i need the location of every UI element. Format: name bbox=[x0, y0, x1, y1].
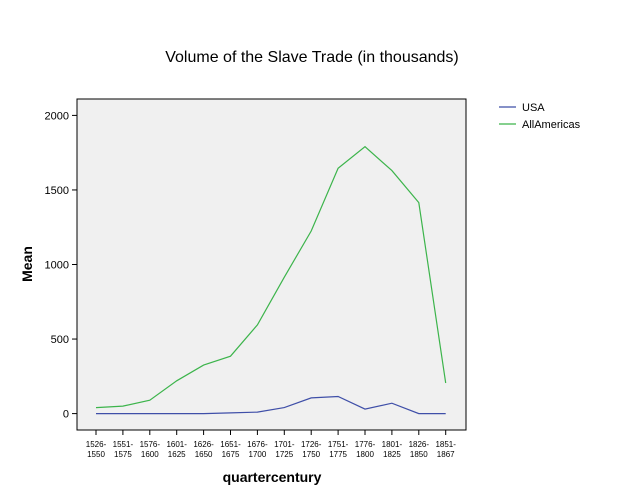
x-tick-label: 1751-1775 bbox=[328, 440, 349, 459]
y-tick-label: 2000 bbox=[45, 110, 69, 122]
legend: USA AllAmericas bbox=[499, 102, 581, 131]
x-tick-label: 1651-1675 bbox=[220, 440, 241, 459]
y-axis: 0 500 1000 1500 2000 bbox=[45, 110, 77, 421]
y-axis-label: Mean bbox=[19, 246, 35, 282]
x-tick-label: 1776-1800 bbox=[355, 440, 376, 459]
x-tick-label: 1626-1650 bbox=[193, 440, 214, 459]
x-axis-label: quartercentury bbox=[223, 469, 322, 485]
x-tick-label: 1576-1600 bbox=[140, 440, 161, 459]
y-tick-label: 1500 bbox=[45, 185, 69, 197]
x-tick-label: 1676-1700 bbox=[247, 440, 268, 459]
x-tick-label: 1526-1550 bbox=[86, 440, 107, 459]
legend-label: AllAmericas bbox=[522, 119, 581, 131]
y-tick-label: 0 bbox=[63, 409, 69, 421]
legend-label: USA bbox=[522, 102, 545, 114]
x-tick-label: 1551-1575 bbox=[113, 440, 134, 459]
y-tick-label: 500 bbox=[51, 334, 69, 346]
x-tick-label: 1826-1850 bbox=[409, 440, 430, 459]
x-tick-label: 1851-1867 bbox=[435, 440, 456, 459]
series-line-usa bbox=[96, 395, 446, 415]
chart-title: Volume of the Slave Trade (in thousands) bbox=[165, 49, 459, 66]
series-line-allamericas bbox=[95, 145, 447, 409]
x-tick-label: 1726-1750 bbox=[301, 440, 322, 459]
x-tick-label: 1801-1825 bbox=[382, 440, 403, 459]
y-tick-label: 1000 bbox=[45, 260, 69, 272]
x-axis: 1526-1550 1551-1575 1576-1600 1601-1625 1626… bbox=[86, 430, 456, 459]
plot-area bbox=[76, 98, 467, 431]
x-tick-label: 1601-1625 bbox=[166, 440, 187, 459]
series-layer bbox=[95, 145, 447, 415]
x-tick-label: 1701-1725 bbox=[274, 440, 295, 459]
